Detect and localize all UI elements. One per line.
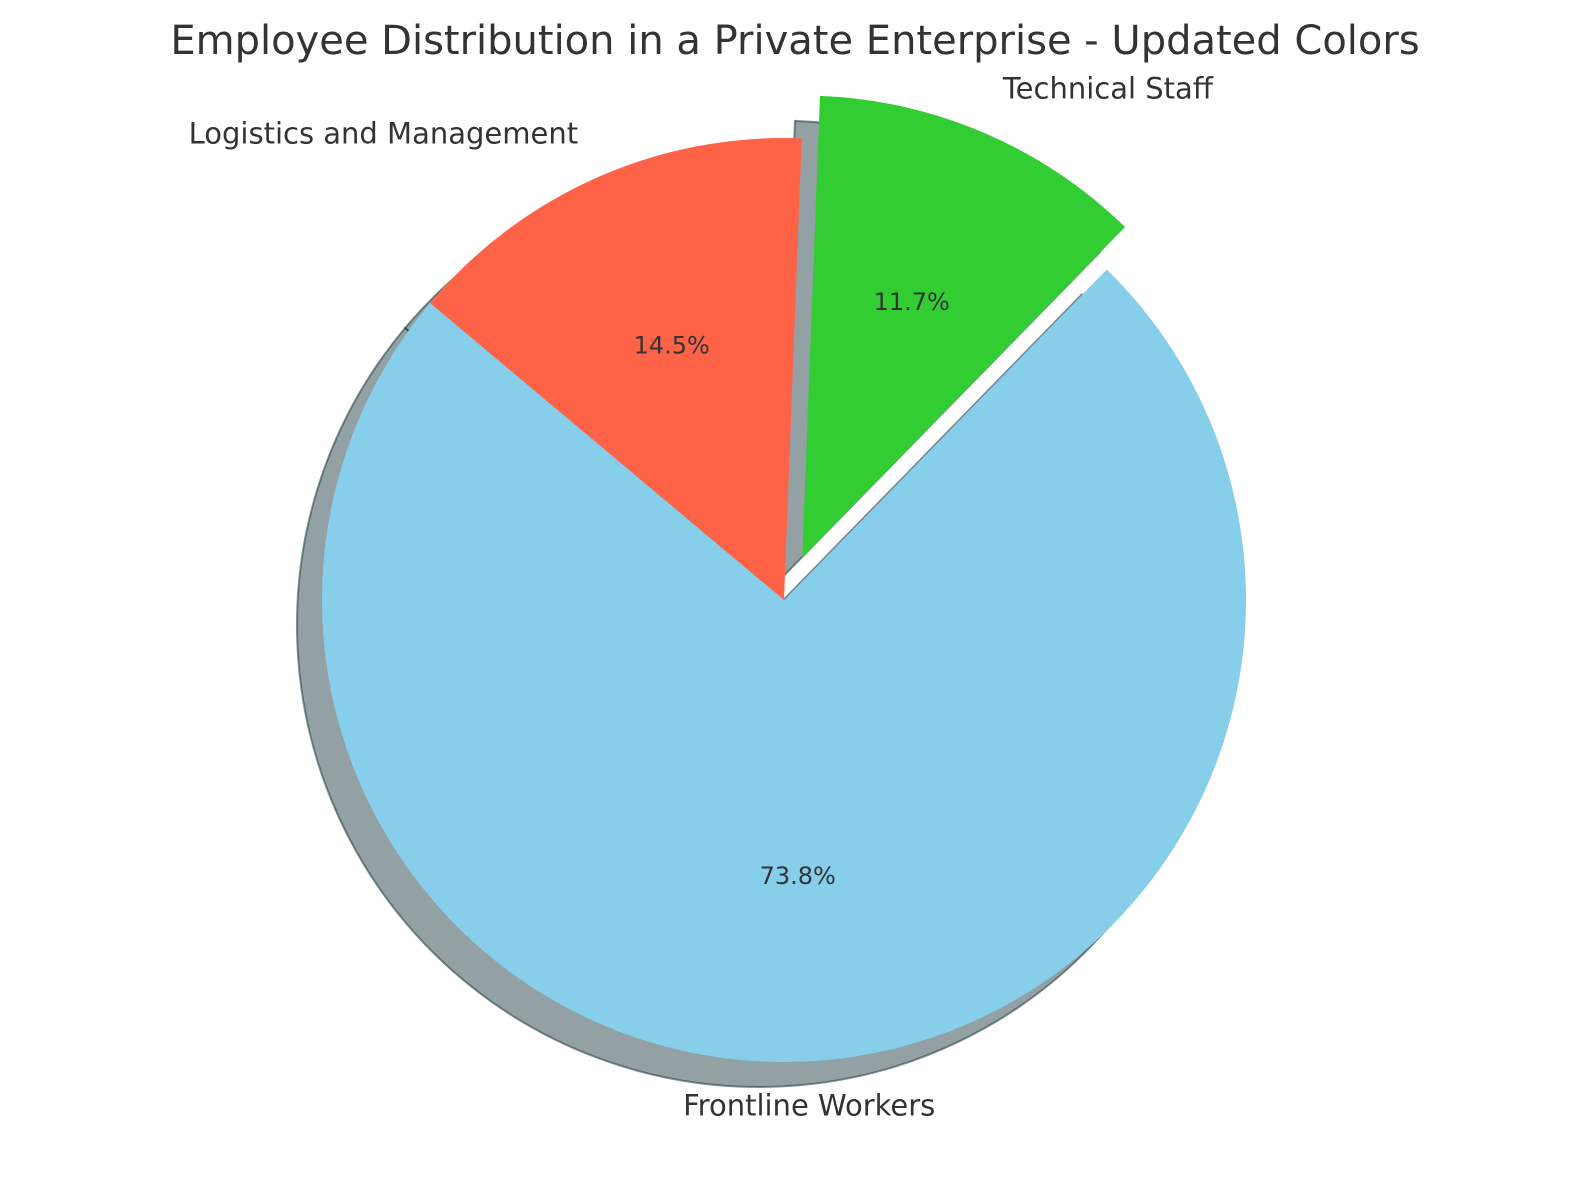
slice-label-technical-staff: Technical Staff (1002, 72, 1214, 106)
chart-title: Employee Distribution in a Private Enter… (170, 18, 1419, 64)
slice-frontline-workers (322, 269, 1247, 1063)
slice-technical-staff (802, 95, 1126, 558)
slice-logistics-and-management (430, 137, 802, 600)
slice-label-frontline-workers: Frontline Workers (683, 1089, 935, 1123)
pie-slice-layer (322, 95, 1247, 1063)
slice-percent-logistics-and-management: 14.5% (634, 332, 710, 360)
slice-label-logistics-and-management: Logistics and Management (189, 116, 578, 150)
pie-label-layer: Frontline Workers 73.8% Technical Staff 11.… (189, 72, 1214, 1123)
slice-percent-frontline-workers: 73.8% (760, 862, 836, 890)
slice-percent-technical-staff: 11.7% (874, 288, 950, 316)
